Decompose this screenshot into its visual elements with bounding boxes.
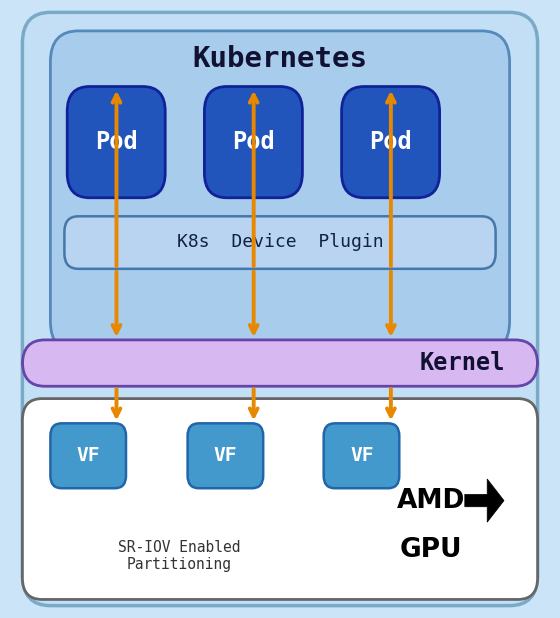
Text: Pod: Pod: [232, 130, 275, 154]
FancyBboxPatch shape: [50, 31, 510, 352]
Text: Kubernetes: Kubernetes: [193, 44, 367, 73]
Text: Pod: Pod: [370, 130, 412, 154]
Text: SR-IOV Enabled
Partitioning: SR-IOV Enabled Partitioning: [118, 540, 240, 572]
Text: VF: VF: [214, 446, 237, 465]
FancyBboxPatch shape: [342, 87, 440, 198]
FancyBboxPatch shape: [324, 423, 399, 488]
Text: Kernel: Kernel: [419, 351, 505, 375]
FancyBboxPatch shape: [204, 87, 302, 198]
FancyBboxPatch shape: [22, 399, 538, 599]
FancyBboxPatch shape: [64, 216, 496, 269]
FancyBboxPatch shape: [67, 87, 165, 198]
FancyBboxPatch shape: [22, 340, 538, 386]
Text: K8s  Device  Plugin: K8s Device Plugin: [177, 233, 383, 252]
FancyBboxPatch shape: [22, 12, 538, 606]
Text: VF: VF: [77, 446, 100, 465]
FancyBboxPatch shape: [50, 423, 126, 488]
Polygon shape: [465, 479, 504, 522]
Text: GPU: GPU: [400, 537, 463, 563]
Text: AMD: AMD: [397, 488, 465, 514]
Text: Pod: Pod: [95, 130, 138, 154]
FancyBboxPatch shape: [188, 423, 263, 488]
Text: VF: VF: [350, 446, 374, 465]
